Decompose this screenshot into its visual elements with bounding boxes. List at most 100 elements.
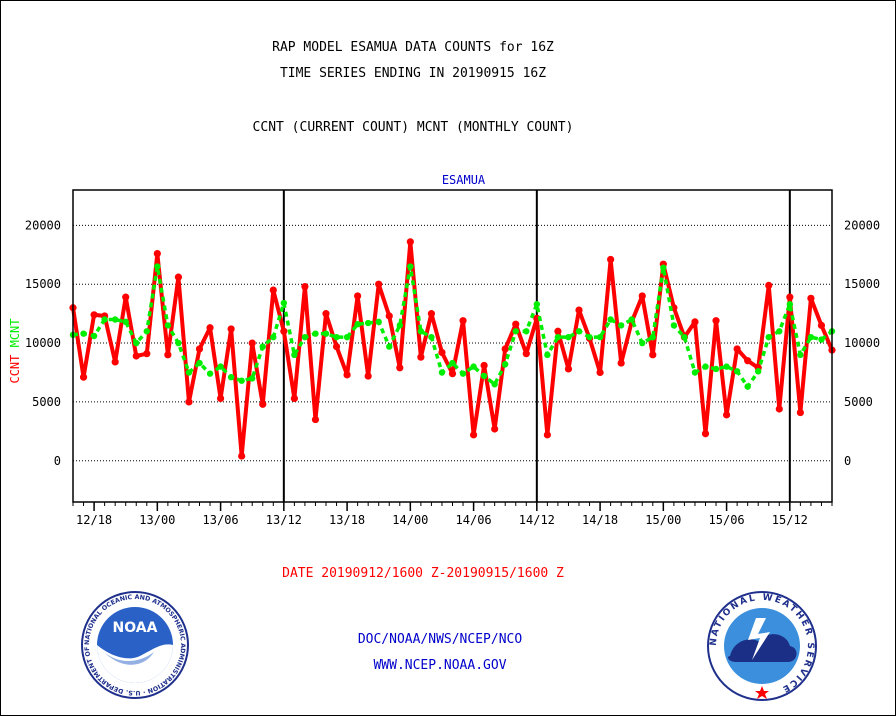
data-point-ccnt xyxy=(354,292,362,300)
data-point-ccnt xyxy=(122,293,130,301)
footer-website: WWW.NCEP.NOAA.GOV xyxy=(373,658,507,673)
data-point-mcnt xyxy=(818,336,825,343)
data-point-ccnt xyxy=(786,293,794,301)
data-point-ccnt xyxy=(280,327,288,335)
data-point-ccnt xyxy=(427,310,436,318)
data-point-mcnt xyxy=(122,318,129,326)
data-point-mcnt xyxy=(206,370,214,377)
data-point-mcnt xyxy=(164,322,172,329)
data-point-ccnt xyxy=(543,431,551,439)
y-tick-label-left: 15000 xyxy=(25,277,61,291)
data-point-ccnt xyxy=(448,370,457,378)
data-point-ccnt xyxy=(385,312,393,320)
data-point-mcnt xyxy=(786,301,794,308)
data-point-mcnt xyxy=(639,339,646,347)
footer-org-path: DOC/NOAA/NWS/NCEP/NCO xyxy=(357,632,523,647)
y-tick-label-left: 10000 xyxy=(25,336,61,350)
data-point-ccnt xyxy=(311,415,320,424)
data-point-mcnt xyxy=(544,351,551,359)
data-point-ccnt xyxy=(712,317,720,325)
data-point-ccnt xyxy=(290,394,298,402)
data-point-mcnt xyxy=(512,328,519,335)
data-point-mcnt xyxy=(765,333,772,341)
data-point-mcnt xyxy=(649,333,656,341)
data-point-ccnt xyxy=(554,327,562,335)
data-point-mcnt xyxy=(491,381,498,388)
data-point-mcnt xyxy=(660,264,667,271)
x-tick-label: 14/00 xyxy=(392,513,428,527)
data-point-mcnt xyxy=(196,359,203,367)
data-point-mcnt xyxy=(733,368,741,375)
y-tick-label-left: 0 xyxy=(54,454,61,468)
x-tick-label: 13/00 xyxy=(139,513,175,527)
data-point-ccnt xyxy=(596,368,604,377)
x-tick-label: 13/06 xyxy=(203,513,239,527)
data-point-mcnt xyxy=(280,299,288,307)
data-point-mcnt xyxy=(807,333,815,341)
data-point-mcnt xyxy=(185,369,193,376)
noaa-logo-text: NOAA xyxy=(113,620,158,636)
data-point-mcnt xyxy=(744,383,751,390)
x-tick-label: 15/00 xyxy=(645,513,681,527)
data-point-ccnt xyxy=(417,353,425,361)
data-point-mcnt xyxy=(354,321,361,328)
data-point-ccnt xyxy=(375,280,383,288)
data-point-ccnt xyxy=(79,373,88,381)
data-point-ccnt xyxy=(459,317,467,325)
data-point-ccnt xyxy=(480,361,488,370)
data-point-ccnt xyxy=(807,294,815,302)
data-point-mcnt xyxy=(628,316,635,323)
x-tick-label: 15/12 xyxy=(772,513,808,527)
data-point-mcnt xyxy=(133,339,140,347)
data-point-mcnt xyxy=(449,359,456,367)
data-point-ccnt xyxy=(195,345,204,353)
series-line-ccnt xyxy=(71,239,834,459)
data-point-mcnt xyxy=(333,333,340,341)
data-point-mcnt xyxy=(238,377,245,384)
data-point-mcnt xyxy=(270,333,277,341)
nws-logo: NATIONAL WEATHER SERVICE xyxy=(707,591,817,701)
data-point-mcnt xyxy=(586,333,593,341)
data-point-mcnt xyxy=(143,328,150,335)
data-point-mcnt xyxy=(111,316,119,323)
data-point-mcnt xyxy=(712,365,720,373)
date-range-label: DATE 20190912/1600 Z-20190915/1600 Z xyxy=(282,566,564,581)
data-point-ccnt xyxy=(406,238,414,246)
x-tick-label: 14/12 xyxy=(519,513,555,527)
data-point-ccnt xyxy=(364,372,372,380)
data-point-mcnt xyxy=(312,330,319,337)
data-point-ccnt xyxy=(322,310,330,318)
data-point-ccnt xyxy=(143,350,151,358)
data-point-ccnt xyxy=(575,306,583,314)
data-point-mcnt xyxy=(607,316,614,323)
data-point-mcnt xyxy=(533,301,541,308)
data-point-ccnt xyxy=(817,321,826,329)
data-point-ccnt xyxy=(343,371,351,379)
x-tick-label: 14/18 xyxy=(582,513,618,527)
data-point-mcnt xyxy=(617,322,625,329)
y-tick-label-right: 10000 xyxy=(844,336,880,350)
data-point-mcnt xyxy=(175,339,182,347)
data-point-mcnt xyxy=(101,316,108,323)
data-point-mcnt xyxy=(681,333,688,341)
data-point-ccnt xyxy=(185,398,193,406)
y-axis-label-mcnt: MCNT xyxy=(8,318,22,347)
data-point-mcnt xyxy=(291,351,298,359)
data-point-ccnt xyxy=(765,281,773,289)
data-point-ccnt xyxy=(522,350,530,358)
data-point-mcnt xyxy=(227,374,235,381)
data-point-ccnt xyxy=(174,273,183,281)
data-point-ccnt xyxy=(607,255,615,264)
data-point-ccnt xyxy=(132,352,140,360)
data-point-ccnt xyxy=(733,345,741,353)
data-point-ccnt xyxy=(701,430,710,438)
data-point-mcnt xyxy=(259,343,266,350)
data-point-mcnt xyxy=(386,343,393,350)
data-point-mcnt xyxy=(417,328,425,335)
plot-title: ESAMUA xyxy=(442,173,486,187)
data-point-ccnt xyxy=(269,286,277,294)
data-point-mcnt xyxy=(217,363,224,370)
data-point-ccnt xyxy=(691,318,699,326)
data-point-mcnt xyxy=(459,370,467,377)
